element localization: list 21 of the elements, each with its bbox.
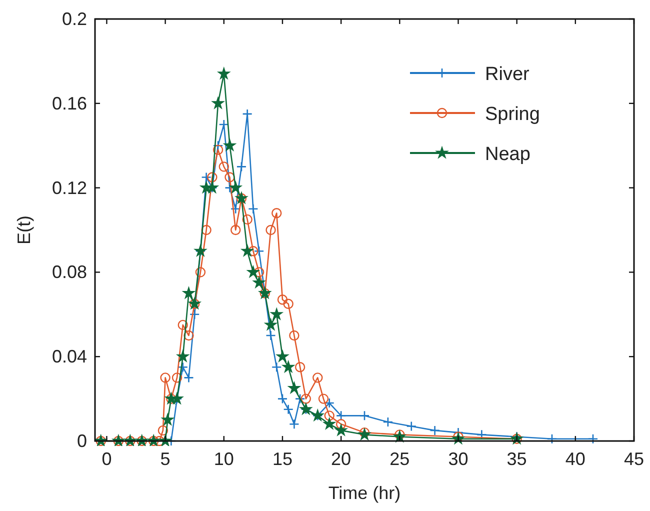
x-tick-label: 25	[390, 449, 410, 469]
x-tick-label: 45	[624, 449, 644, 469]
x-axis-title: Time (hr)	[328, 483, 401, 503]
x-tick-label: 40	[565, 449, 586, 469]
y-axis-title: E(t)	[14, 216, 34, 244]
legend-label: Spring	[485, 104, 540, 125]
y-tick-label: 0.12	[52, 178, 87, 198]
legend-label: Neap	[485, 144, 530, 165]
y-tick-label: 0.08	[52, 262, 87, 282]
x-tick-label: 35	[506, 449, 527, 469]
y-tick-label: 0.04	[52, 346, 87, 367]
x-tick-label: 15	[272, 449, 292, 469]
x-tick-label: 20	[331, 449, 352, 469]
legend-label: River	[485, 64, 530, 85]
x-tick-label: 0	[102, 449, 112, 469]
y-tick-label: 0.16	[52, 93, 87, 114]
y-tick-label: 0	[76, 431, 87, 451]
x-tick-label: 5	[160, 449, 170, 469]
x-tick-label: 30	[448, 449, 468, 469]
x-tick-label: 10	[214, 449, 234, 469]
y-tick-label: 0.2	[62, 9, 87, 29]
